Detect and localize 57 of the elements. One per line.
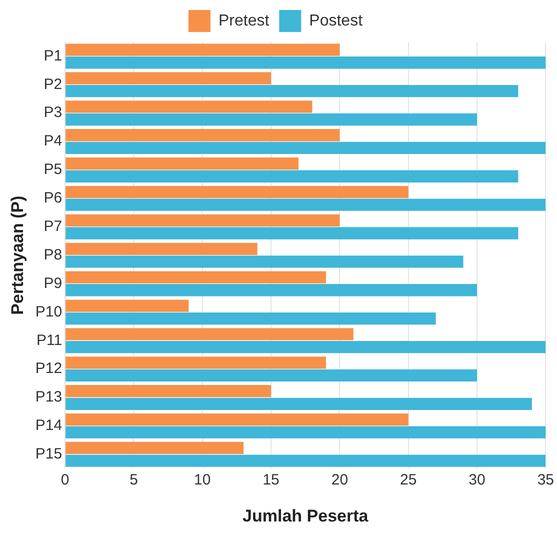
bar xyxy=(66,186,408,198)
bar xyxy=(66,72,272,84)
x-tick-label: 0 xyxy=(60,472,70,489)
x-tick-label: 20 xyxy=(331,472,348,489)
x-tick-label: 15 xyxy=(262,472,280,489)
bar xyxy=(66,84,518,98)
bar xyxy=(66,113,478,126)
y-tick-label: P5 xyxy=(44,161,62,178)
bar xyxy=(66,300,189,312)
x-tick-label: 10 xyxy=(194,472,211,489)
x-tick-label: 25 xyxy=(400,472,417,489)
y-tick-label: P9 xyxy=(44,274,62,292)
bar xyxy=(66,142,546,154)
bar xyxy=(66,454,546,467)
y-tick-label: P7 xyxy=(44,218,62,235)
y-tick-label: P3 xyxy=(44,104,62,122)
y-tick-label: P15 xyxy=(35,446,62,463)
bar xyxy=(66,442,244,454)
y-tick-label: P11 xyxy=(36,332,62,349)
x-axis-title: Jumlah Peserta xyxy=(242,506,369,526)
bar xyxy=(66,413,408,426)
y-tick-label: P6 xyxy=(44,190,62,207)
bar xyxy=(66,385,272,398)
y-tick-label: P13 xyxy=(35,388,62,406)
bar xyxy=(66,100,312,113)
legend-label: Postest xyxy=(309,12,364,30)
bar xyxy=(66,227,518,240)
bar xyxy=(66,129,340,142)
bar xyxy=(66,340,546,354)
y-tick-label: P8 xyxy=(44,246,62,264)
bar xyxy=(66,198,546,211)
y-tick-label: P10 xyxy=(35,303,62,320)
bar xyxy=(66,328,354,340)
bar xyxy=(66,356,326,369)
bar xyxy=(66,312,436,325)
bar xyxy=(66,170,518,182)
bar xyxy=(66,284,478,296)
bar xyxy=(66,398,532,410)
bar xyxy=(66,271,326,284)
bar xyxy=(66,56,546,69)
y-tick-label: P4 xyxy=(44,132,62,150)
x-tick-label: 30 xyxy=(468,472,486,489)
bar xyxy=(66,214,340,227)
bar xyxy=(66,158,299,170)
y-tick-label: P14 xyxy=(35,417,62,434)
y-axis-title: Pertanyaan (P) xyxy=(8,196,27,315)
x-tick-label: 5 xyxy=(130,472,138,489)
y-tick-label: P12 xyxy=(35,360,62,378)
legend-label: Pretest xyxy=(218,12,270,30)
y-tick-label: P1 xyxy=(44,47,62,64)
y-tick-label: P2 xyxy=(44,76,62,93)
x-tick-label: 35 xyxy=(537,472,554,489)
bar xyxy=(66,369,478,382)
bar xyxy=(66,426,546,438)
bar xyxy=(66,242,258,255)
bar xyxy=(66,256,464,268)
bar xyxy=(66,44,340,56)
